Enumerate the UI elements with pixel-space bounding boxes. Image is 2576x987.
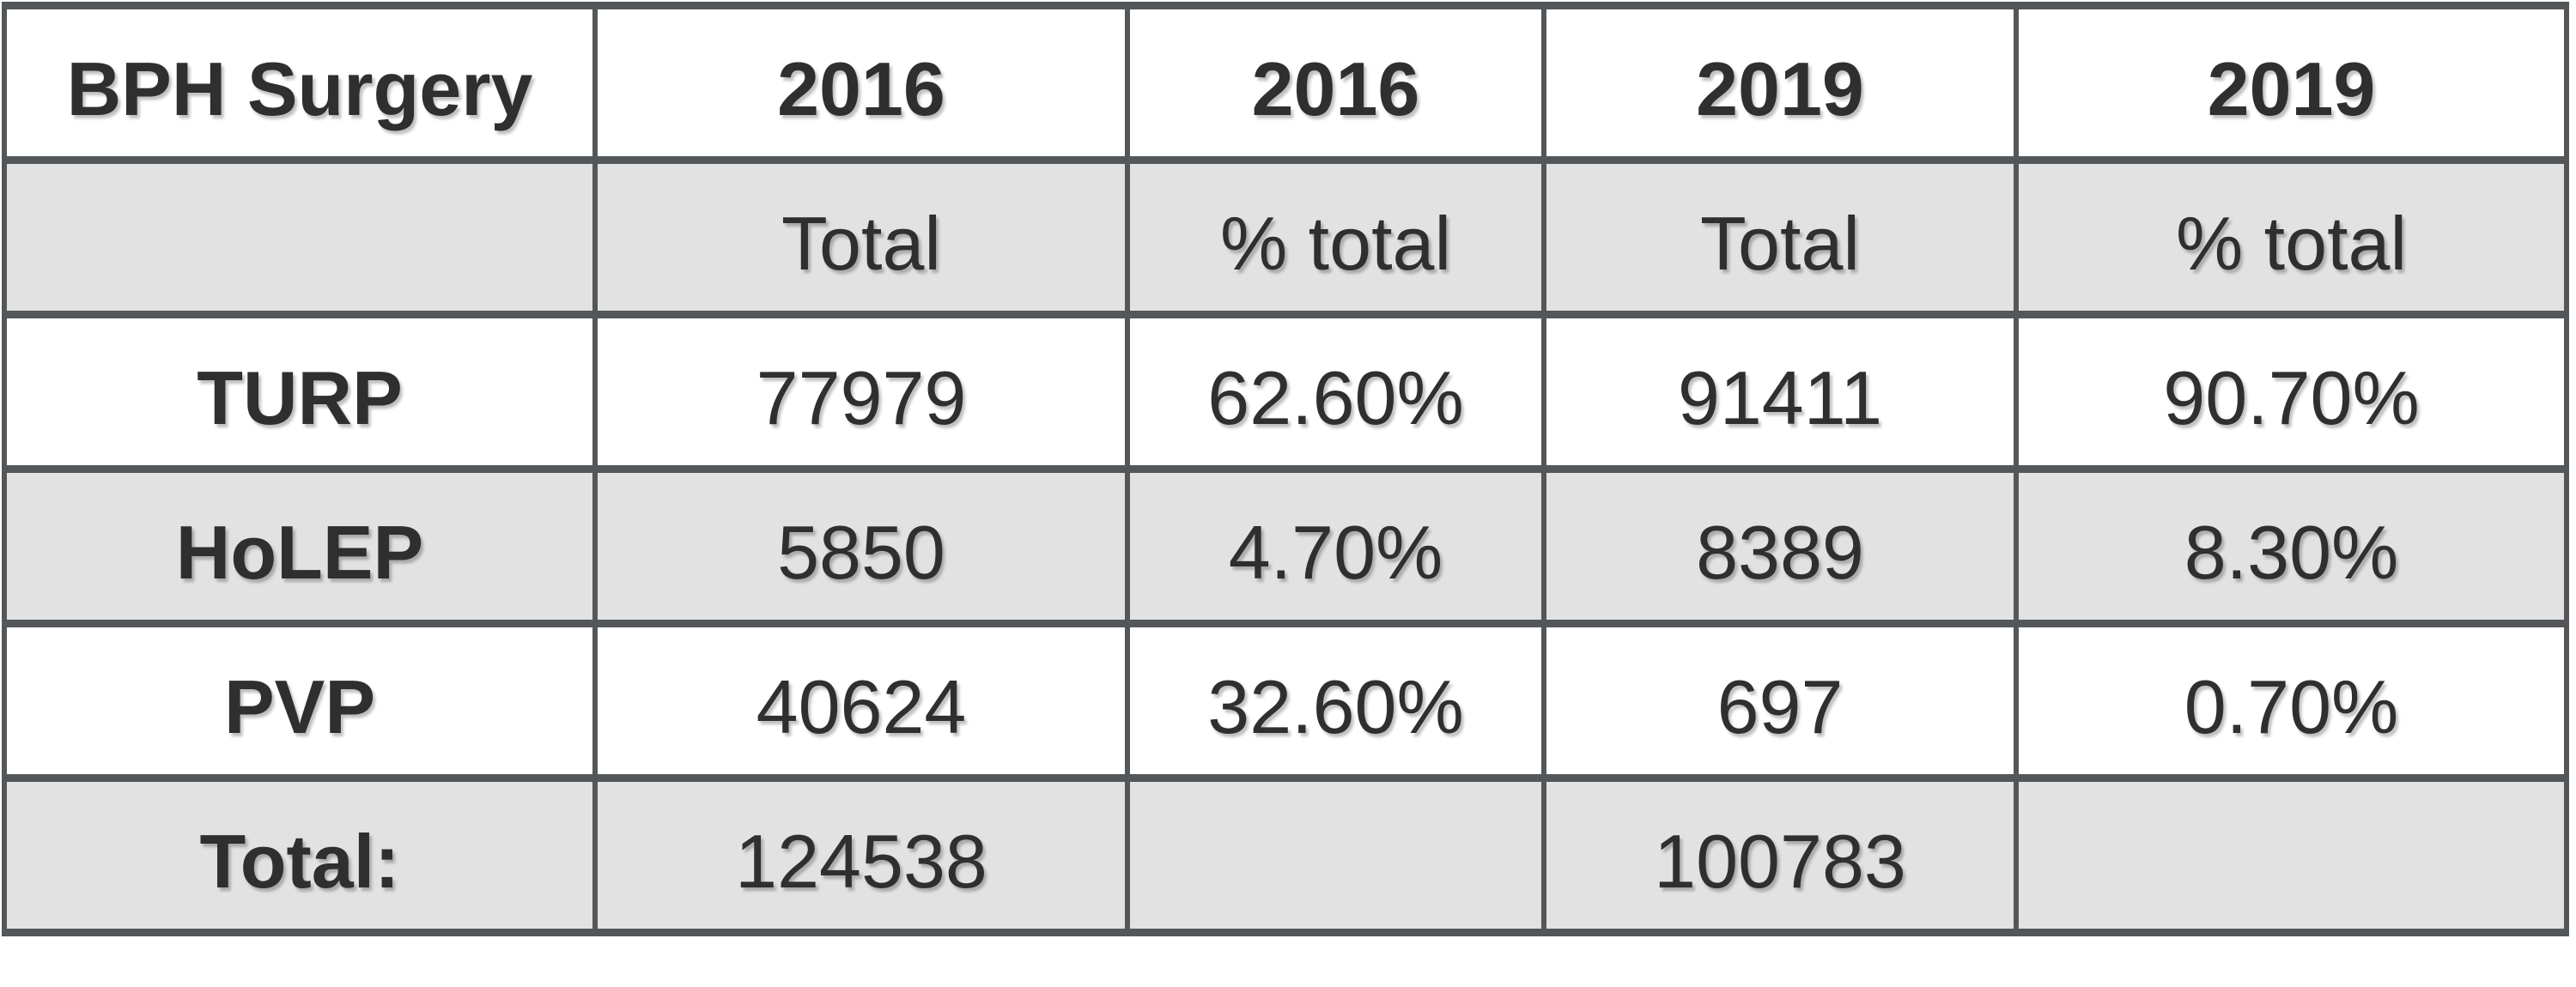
subheader-cell-pct-total: % total (2014, 156, 2569, 318)
value-cell: 40624 (592, 620, 1130, 782)
subheader-row: Total % total Total % total (2, 156, 2569, 318)
value-cell: 8389 (1541, 465, 2019, 627)
subheader-cell-pct-total: % total (1125, 156, 1546, 318)
value-cell: 32.60% (1125, 620, 1546, 782)
row-label-cell: TURP (2, 311, 598, 473)
value-cell: 100783 (1541, 774, 2019, 936)
value-cell (1125, 774, 1546, 936)
row-label-cell: PVP (2, 620, 598, 782)
value-cell: 62.60% (1125, 311, 1546, 473)
subheader-cell-total: Total (592, 156, 1130, 318)
header-cell-corner: BPH Surgery (2, 2, 598, 164)
header-cell-year-2019: 2019 (2014, 2, 2569, 164)
header-cell-year-2019: 2019 (1541, 2, 2019, 164)
value-cell: 8.30% (2014, 465, 2569, 627)
header-cell-year-2016: 2016 (1125, 2, 1546, 164)
bph-surgery-table: BPH Surgery 2016 2016 2019 2019 Total % … (2, 2, 2569, 936)
table-row-pvp: PVP 40624 32.60% 697 0.70% (2, 620, 2569, 782)
header-cell-year-2016: 2016 (592, 2, 1130, 164)
row-label-cell: HoLEP (2, 465, 598, 627)
value-cell: 4.70% (1125, 465, 1546, 627)
table-row-holep: HoLEP 5850 4.70% 8389 8.30% (2, 465, 2569, 627)
bph-surgery-table-container: BPH Surgery 2016 2016 2019 2019 Total % … (2, 2, 2569, 936)
row-label-cell: Total: (2, 774, 598, 936)
value-cell: 77979 (592, 311, 1130, 473)
value-cell: 90.70% (2014, 311, 2569, 473)
table-row-total: Total: 124538 100783 (2, 774, 2569, 936)
subheader-cell-empty (2, 156, 598, 318)
subheader-cell-total: Total (1541, 156, 2019, 318)
value-cell: 124538 (592, 774, 1130, 936)
table-row-turp: TURP 77979 62.60% 91411 90.70% (2, 311, 2569, 473)
value-cell: 0.70% (2014, 620, 2569, 782)
value-cell: 91411 (1541, 311, 2019, 473)
value-cell: 5850 (592, 465, 1130, 627)
value-cell: 697 (1541, 620, 2019, 782)
header-row: BPH Surgery 2016 2016 2019 2019 (2, 2, 2569, 164)
value-cell (2014, 774, 2569, 936)
